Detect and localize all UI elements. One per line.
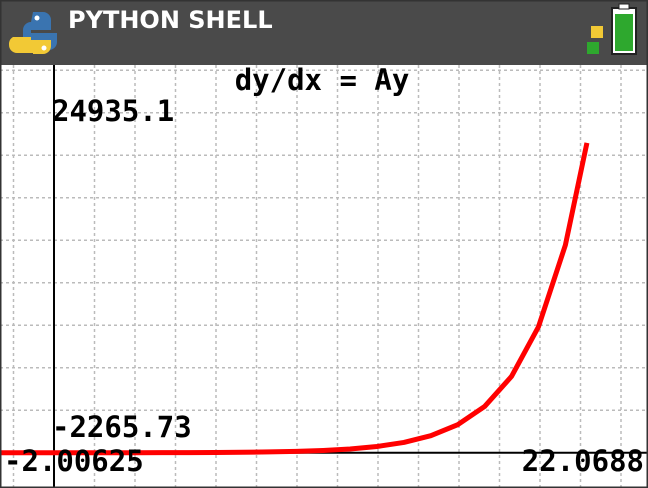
chart-title: dy/dx = Ay — [235, 63, 410, 97]
curve — [0, 142, 590, 456]
header-bar — [0, 0, 648, 65]
y-max-label: 24935.1 — [52, 94, 174, 128]
grid — [0, 65, 648, 488]
python-logo — [9, 12, 57, 54]
battery-icon — [587, 3, 637, 55]
y-min-label: -2265.73 — [52, 410, 192, 444]
x-max-label: 22.0688 — [522, 444, 644, 478]
x-min-label: -2.00625 — [4, 444, 144, 478]
header-title: PYTHON SHELL — [68, 6, 273, 34]
plot: dy/dx = Ay 24935.1 -2265.73-2.00625 22.0688 — [0, 63, 648, 488]
